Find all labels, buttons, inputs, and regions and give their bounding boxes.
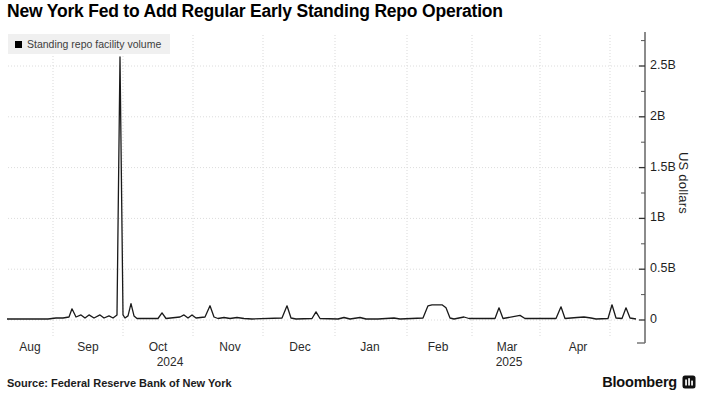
legend: Standing repo facility volume [8, 34, 170, 54]
bloomberg-mark-icon [682, 375, 696, 389]
brand: Bloomberg [602, 374, 696, 390]
y-tick-label: 2B [650, 109, 665, 123]
x-month-label: Apr [569, 340, 588, 354]
y-tick-label: 0.5B [650, 261, 676, 275]
x-month-label: Aug [19, 340, 40, 354]
y-axis-title: US dollars [676, 152, 691, 214]
chart-container: New York Fed to Add Regular Early Standi… [0, 0, 703, 401]
x-year-label: 2024 [157, 355, 184, 369]
x-month-label: Sep [77, 340, 98, 354]
y-tick-label: 1B [650, 210, 665, 224]
x-month-label: Dec [289, 340, 310, 354]
x-month-label: Oct [149, 340, 168, 354]
x-month-label: Nov [219, 340, 240, 354]
series-line [7, 57, 636, 319]
source-note: Source: Federal Reserve Bank of New York [7, 377, 232, 389]
y-tick-label: 0 [650, 312, 657, 326]
legend-label: Standing repo facility volume [27, 38, 161, 50]
x-month-label: Jan [360, 340, 379, 354]
x-month-label: Feb [428, 340, 449, 354]
y-tick-label: 2.5B [650, 58, 676, 72]
y-tick-label: 1.5B [650, 160, 676, 174]
x-year-label: 2025 [496, 355, 523, 369]
x-month-label: Mar [497, 340, 518, 354]
legend-marker-icon [15, 41, 22, 48]
chart-svg [0, 0, 703, 401]
brand-name: Bloomberg [602, 374, 677, 390]
